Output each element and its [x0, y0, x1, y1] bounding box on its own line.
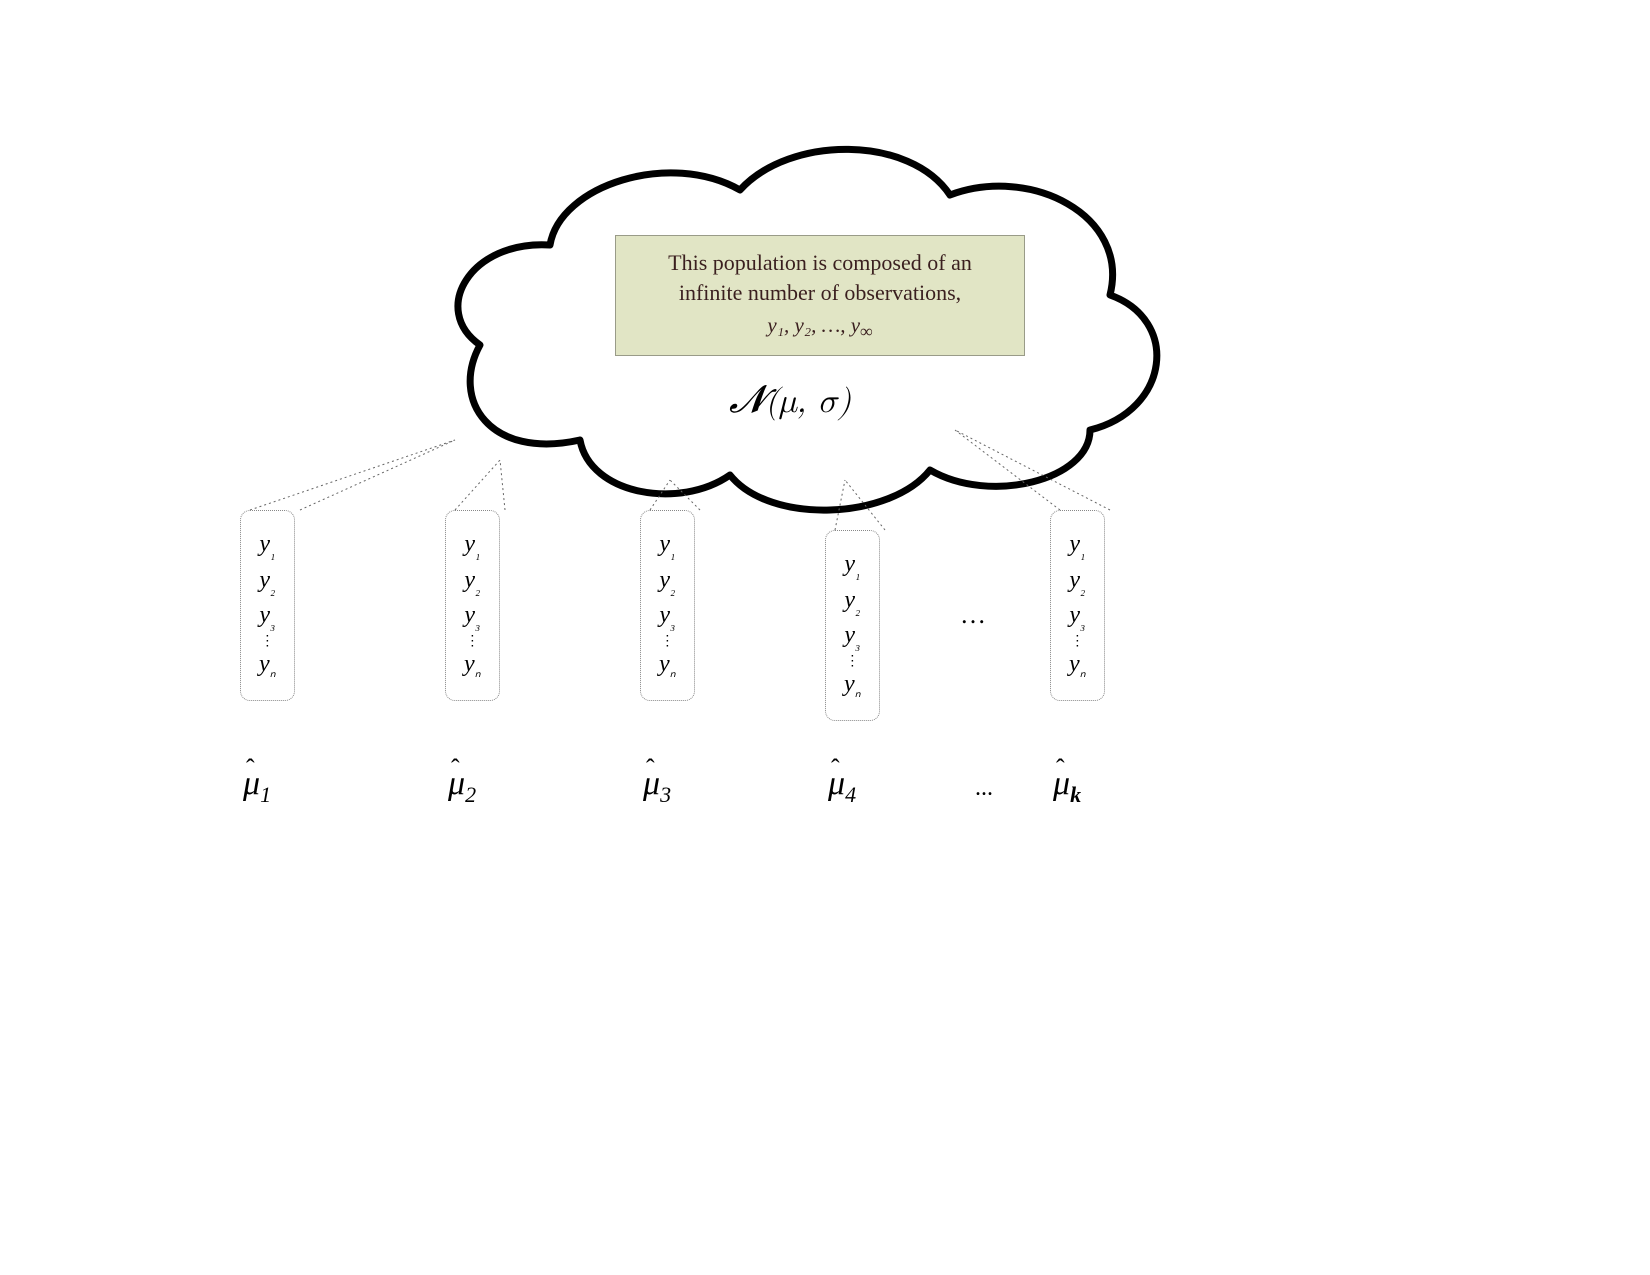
sample-box: y₁y₂y₃ ⋮ yₙ: [640, 510, 695, 701]
mu-hat-3: ˆμ3: [643, 765, 671, 808]
observation: yₙ: [464, 649, 481, 683]
observation: y₁: [844, 549, 860, 583]
mu-hat-2: ˆμ2: [448, 765, 476, 808]
population-desc-line1: This population is composed of an: [634, 248, 1006, 278]
population-desc-line2: infinite number of observations,: [634, 278, 1006, 308]
observation: y₁: [259, 529, 275, 563]
sample-2: y₁y₂y₃ ⋮ yₙ: [445, 510, 500, 701]
observation: y₂: [1069, 565, 1085, 599]
observation: y₃: [659, 600, 675, 634]
observation: y₁: [1069, 529, 1085, 563]
observation: y₂: [844, 585, 860, 619]
vertical-ellipsis: ⋮: [845, 656, 859, 667]
ellipsis-between-samples: …: [960, 600, 986, 630]
observation: y₃: [1069, 600, 1085, 634]
sample-4: y₁y₂y₃ ⋮ yₙ: [825, 530, 880, 721]
observation: y₃: [844, 620, 860, 654]
vertical-ellipsis: ⋮: [660, 636, 674, 647]
mu-hat-k: ˆμk: [1053, 765, 1081, 808]
ellipsis-between-estimates: ...: [975, 775, 993, 802]
sample-box: y₁y₂y₃ ⋮ yₙ: [240, 510, 295, 701]
samples-row: … ... y₁y₂y₃⋮yₙˆμ1y₁y₂y₃⋮yₙˆμ2y₁y₂y₃⋮yₙˆ…: [240, 490, 1240, 940]
sample-box: y₁y₂y₃ ⋮ yₙ: [445, 510, 500, 701]
observation: y₁: [659, 529, 675, 563]
mu-hat-1: ˆμ1: [243, 765, 271, 808]
observation: yₙ: [259, 649, 276, 683]
observation: y₃: [259, 600, 275, 634]
observation: yₙ: [844, 669, 861, 703]
population-desc-observations: y₁, y₂, …, y∞: [634, 313, 1006, 342]
observation: y₂: [464, 565, 480, 599]
sample-box: y₁y₂y₃ ⋮ yₙ: [1050, 510, 1105, 701]
observation: yₙ: [1069, 649, 1086, 683]
sample-5: y₁y₂y₃ ⋮ yₙ: [1050, 510, 1105, 701]
vertical-ellipsis: ⋮: [1070, 636, 1084, 647]
vertical-ellipsis: ⋮: [465, 636, 479, 647]
sample-box: y₁y₂y₃ ⋮ yₙ: [825, 530, 880, 721]
observation: y₁: [464, 529, 480, 563]
sample-1: y₁y₂y₃ ⋮ yₙ: [240, 510, 295, 701]
sample-3: y₁y₂y₃ ⋮ yₙ: [640, 510, 695, 701]
observation: y₂: [259, 565, 275, 599]
observation: yₙ: [659, 649, 676, 683]
vertical-ellipsis: ⋮: [260, 636, 274, 647]
observation: y₂: [659, 565, 675, 599]
mu-hat-4: ˆμ4: [828, 765, 856, 808]
observation: y₃: [464, 600, 480, 634]
diagram-container: This population is composed of an infini…: [240, 130, 1340, 980]
population-description-box: This population is composed of an infini…: [615, 235, 1025, 356]
